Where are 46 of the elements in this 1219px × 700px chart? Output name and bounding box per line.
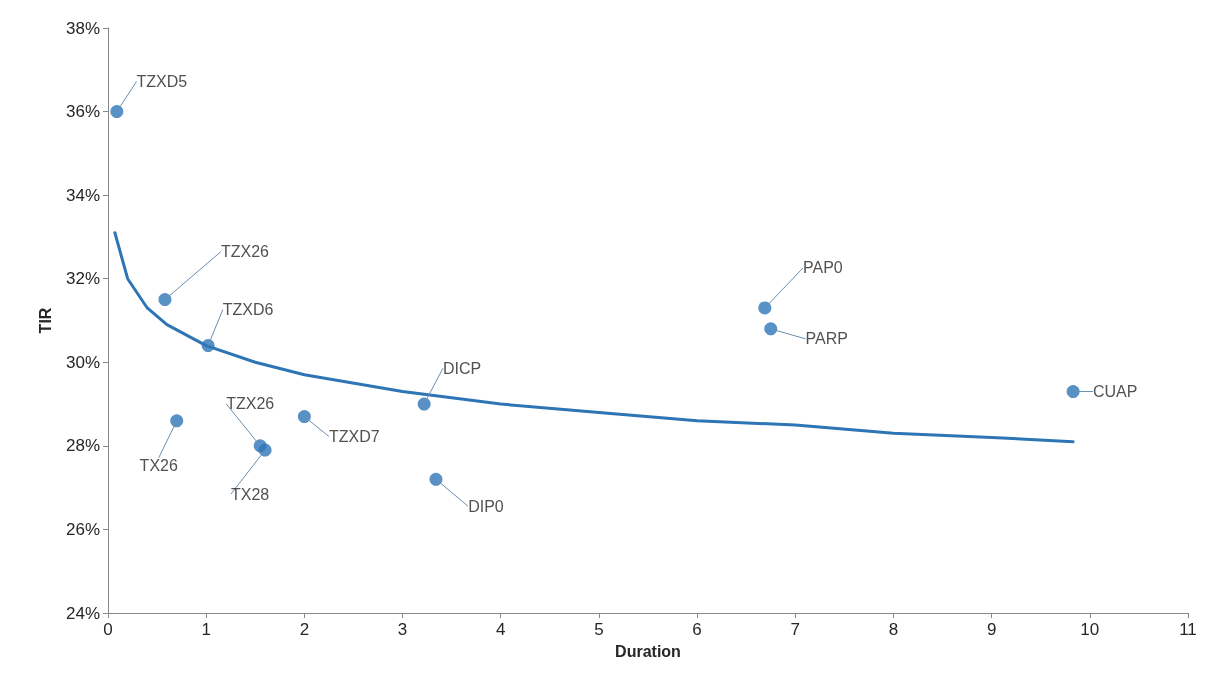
annotation: TX26 [139, 457, 178, 475]
point [1066, 385, 1080, 399]
annotation: CUAP [1092, 383, 1138, 401]
x-tick-label: 10 [1080, 620, 1100, 639]
annotation: DIP0 [468, 497, 504, 515]
x-tick-label: 7 [790, 620, 801, 639]
annotation: TZXD7 [329, 428, 380, 446]
y-axis-title: TIR [36, 307, 54, 334]
annotation: TZXD5 [136, 73, 188, 91]
annotation: TZX26 [226, 395, 275, 413]
annotation: TX28 [230, 485, 270, 503]
x-tick-label: 5 [594, 620, 604, 639]
x-tick-label: 8 [888, 620, 899, 639]
x-tick-label: 2 [299, 620, 310, 639]
annotation: TZX26 [220, 243, 270, 261]
y-tick-label: 34% [65, 185, 100, 205]
point [110, 105, 124, 119]
annotation: PARP [805, 330, 848, 348]
y-tick-label: 28% [65, 436, 100, 456]
point [758, 301, 772, 315]
x-axis-title: Duration [615, 642, 681, 660]
y-tick-label: 32% [65, 269, 100, 289]
point [170, 414, 184, 428]
y-tick-label: 30% [65, 352, 100, 372]
x-tick-label: 0 [103, 620, 113, 639]
y-tick-label: 24% [65, 603, 100, 623]
annotation: TZXD6 [222, 301, 274, 319]
y-tick-label: 26% [65, 519, 100, 539]
y-tick-label: 38% [65, 18, 100, 38]
point [297, 410, 311, 424]
x-tick-label: 1 [201, 620, 211, 639]
x-tick-label: 6 [692, 620, 702, 639]
x-tick-label: 9 [986, 620, 997, 639]
point [764, 322, 778, 336]
point [201, 339, 215, 353]
point [417, 397, 431, 411]
annotation: PAP0 [802, 259, 843, 277]
point [158, 293, 172, 307]
y-tick-label: 36% [65, 102, 100, 122]
line-series [113, 231, 1075, 444]
annotation: DICP [443, 359, 482, 377]
x-tick-label: 3 [397, 620, 408, 639]
point [258, 443, 272, 457]
x-tick-label: 4 [495, 620, 506, 639]
point [429, 472, 443, 486]
x-tick-label: 11 [1179, 620, 1197, 639]
